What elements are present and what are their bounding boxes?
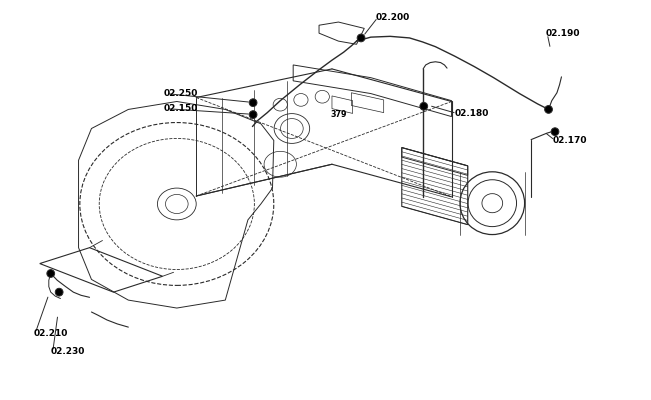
Circle shape [55, 288, 63, 296]
Text: 02.250: 02.250 [164, 89, 199, 98]
Circle shape [545, 106, 553, 113]
Text: 02.180: 02.180 [455, 109, 489, 118]
Circle shape [357, 34, 365, 42]
Circle shape [249, 99, 257, 106]
Circle shape [551, 128, 559, 136]
Circle shape [249, 111, 257, 118]
Text: 379: 379 [331, 110, 347, 119]
Text: 02.210: 02.210 [33, 328, 68, 338]
Circle shape [420, 102, 428, 110]
Text: 02.230: 02.230 [51, 347, 85, 356]
Text: 02.150: 02.150 [164, 104, 199, 113]
Circle shape [47, 270, 55, 277]
Text: 02.170: 02.170 [553, 136, 588, 145]
Text: 02.200: 02.200 [376, 13, 410, 22]
Text: 02.190: 02.190 [546, 30, 580, 38]
